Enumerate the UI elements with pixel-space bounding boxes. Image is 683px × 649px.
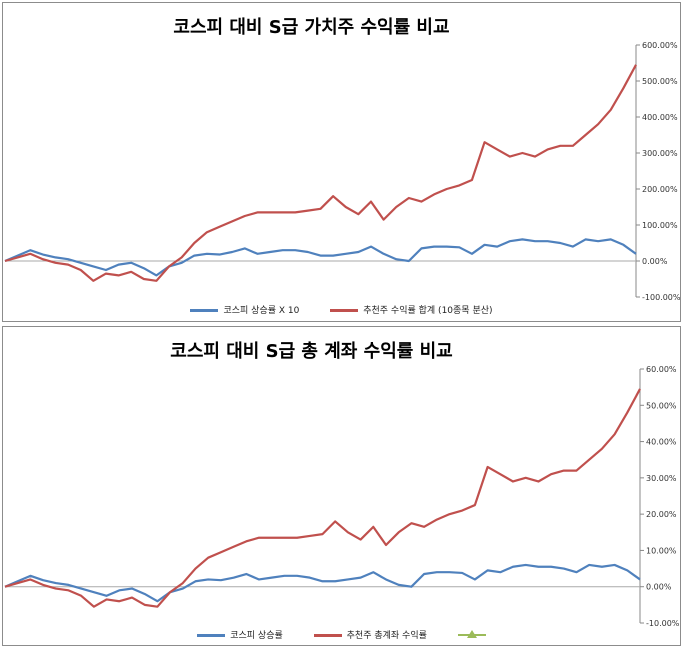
y-tick-label: 0.00% — [642, 257, 668, 266]
legend-item-third — [457, 629, 486, 640]
chart-title: 코스피 대비 S급 총 계좌 수익률 비교 — [170, 341, 453, 362]
legend-label: 코스피 상승률 — [230, 631, 283, 641]
y-tick-label: 0.00% — [646, 583, 672, 592]
y-tick-label: 50.00% — [646, 401, 677, 410]
chart-title: 코스피 대비 S급 가치주 수익률 비교 — [173, 17, 450, 38]
series-line — [4, 388, 641, 608]
legend-swatch — [197, 634, 226, 637]
legend-swatch — [330, 309, 359, 312]
legend: 코스피 상승률 추천주 총계좌 수익률 — [3, 628, 680, 641]
y-tick-label: 300.00% — [642, 149, 678, 158]
series-line — [4, 238, 637, 277]
y-tick-label: 500.00% — [642, 77, 678, 86]
legend-item-picks: 추천주 수익률 합계 (10종목 분산) — [330, 303, 493, 316]
legend-label: 코스피 상승률 X 10 — [223, 306, 300, 316]
chart-plot-2: 60.00% 50.00% 40.00% 30.00% 20.00% 10.00% 0.00… — [4, 365, 680, 628]
legend-swatch — [190, 309, 219, 312]
legend-item-kospi: 코스피 상승률 X 10 — [190, 303, 299, 316]
y-tick-label: 600.00% — [642, 41, 678, 50]
chart-panel-2: 코스피 대비 S급 총 계좌 수익률 비교 60.00% 50.00% 40.00%… — [2, 326, 681, 646]
y-tick-label: -100.00% — [642, 293, 680, 302]
chart-panel-1: 코스피 대비 S급 가치주 수익률 비교 600.00% 500.00% 400.0… — [2, 2, 681, 322]
series-line — [4, 563, 641, 603]
y-tick-label: -10.00% — [646, 619, 680, 628]
y-tick-label: 60.00% — [646, 365, 677, 374]
y-tick-label: 20.00% — [646, 510, 677, 519]
y-tick-label: 30.00% — [646, 474, 677, 483]
chart-plot-1: 600.00% 500.00% 400.00% 300.00% 200.00% 100.0… — [4, 41, 680, 302]
legend-item-kospi: 코스피 상승률 — [197, 628, 283, 641]
y-tick-label: 400.00% — [642, 113, 678, 122]
triangle-marker-icon — [457, 629, 486, 639]
series-line — [4, 64, 637, 282]
legend-swatch — [313, 634, 342, 637]
y-tick-label: 10.00% — [646, 546, 677, 555]
y-tick-label: 200.00% — [642, 185, 678, 194]
legend-item-account: 추천주 총계좌 수익률 — [313, 628, 427, 641]
y-tick-label: 100.00% — [642, 221, 678, 230]
legend-label: 추천주 총계좌 수익률 — [346, 631, 427, 641]
legend-label: 추천주 수익률 합계 (10종목 분산) — [363, 306, 493, 316]
legend: 코스피 상승률 X 10 추천주 수익률 합계 (10종목 분산) — [3, 303, 680, 316]
y-tick-label: 40.00% — [646, 438, 677, 447]
